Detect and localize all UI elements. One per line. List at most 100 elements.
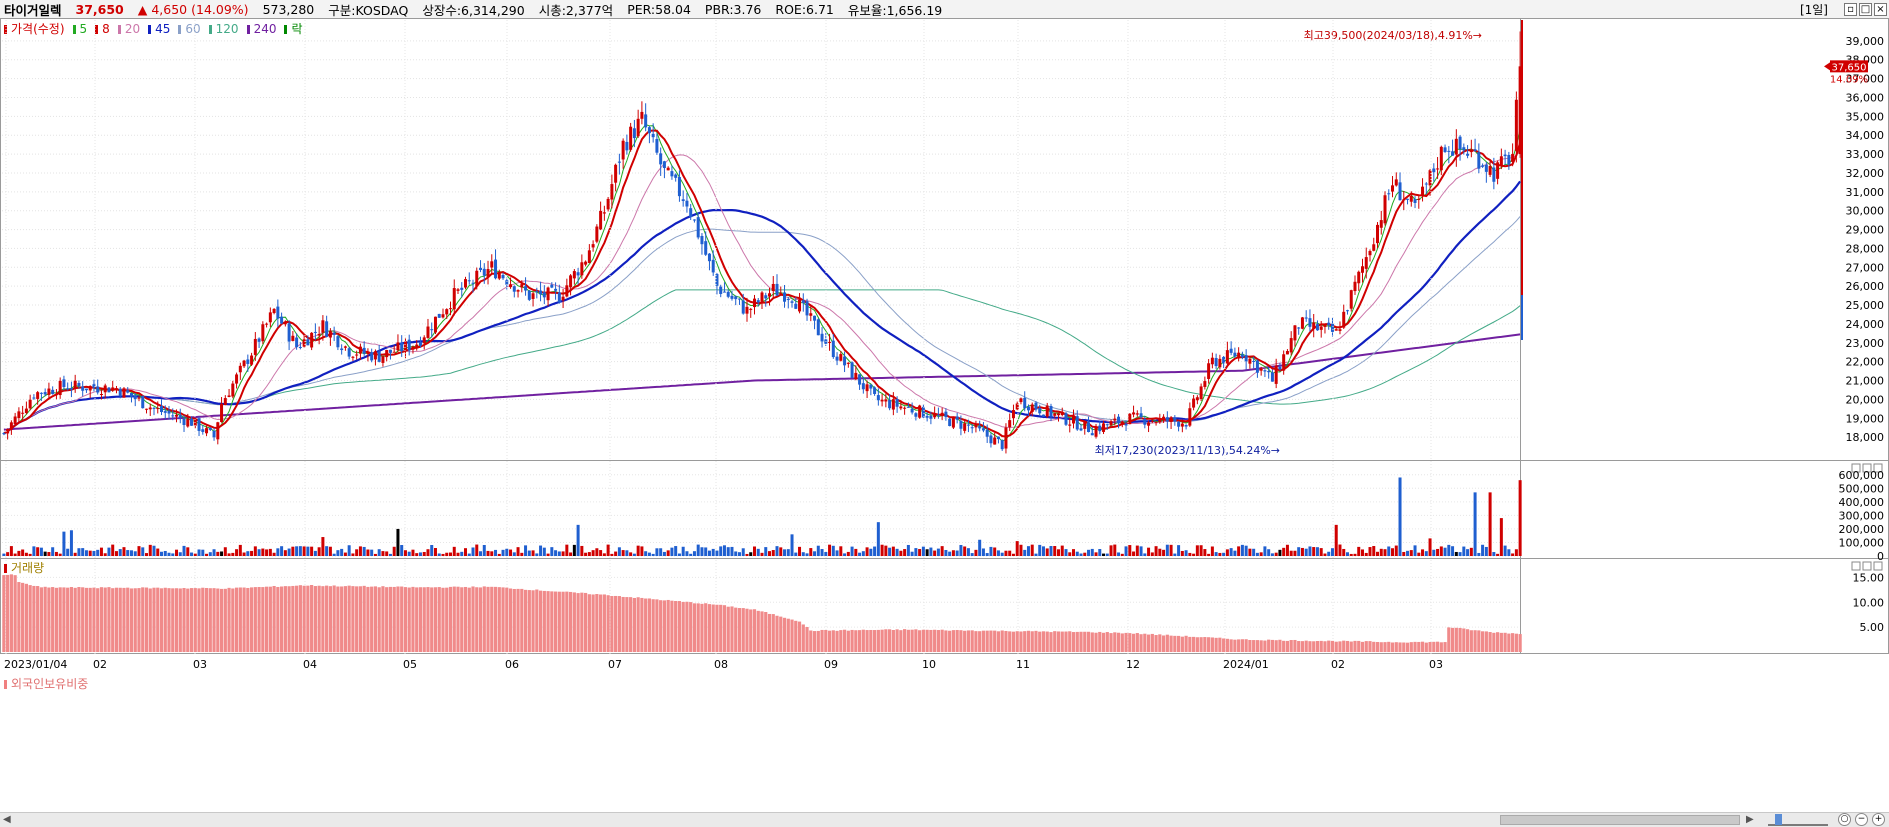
volume-bar	[1207, 553, 1211, 556]
candle-body	[831, 340, 835, 358]
volume-bar	[512, 552, 516, 556]
foreign-bar	[1417, 641, 1421, 652]
foreign-bar	[328, 586, 332, 652]
foreign-bar	[1233, 639, 1237, 652]
legend-label: 60	[185, 22, 201, 36]
volume-bar	[959, 544, 963, 556]
candle-body	[640, 111, 644, 119]
scroll-left-arrow-icon[interactable]: ◀	[3, 814, 11, 825]
candle-body	[711, 259, 715, 273]
candle-body	[17, 411, 21, 419]
candle-body	[1357, 271, 1361, 284]
volume-bar	[1439, 546, 1443, 556]
candle-body	[422, 337, 426, 344]
foreign-bar	[741, 608, 745, 652]
foreign-tick-label: 10.00	[1853, 596, 1885, 609]
zoom-slider-knob[interactable]	[1775, 814, 1782, 825]
volume-bar	[1229, 548, 1233, 556]
volume-bar	[24, 552, 28, 556]
maximize-icon[interactable]: □	[1859, 3, 1872, 16]
foreign-bar	[1511, 633, 1515, 652]
foreign-bar	[219, 588, 224, 652]
legend-item-3[interactable]: 20	[117, 22, 144, 36]
legend-item-4[interactable]: 45	[148, 22, 174, 36]
candle-body	[768, 293, 772, 297]
candle-body	[1323, 324, 1327, 327]
volume-bar	[805, 553, 809, 556]
zoom-out-icon[interactable]: −	[1855, 813, 1868, 826]
foreign-bar	[66, 587, 70, 652]
foreign-bar	[1248, 640, 1252, 652]
legend-item-7[interactable]: 240	[246, 22, 281, 36]
candle-body	[54, 394, 58, 396]
foreign-bar	[553, 591, 558, 652]
volume-bar	[1432, 549, 1436, 556]
foreign-bar	[1259, 640, 1263, 652]
zoom-in-icon[interactable]: +	[1872, 813, 1885, 826]
volume-bar	[111, 544, 115, 556]
volume-bar	[377, 549, 381, 556]
volume-bar	[760, 552, 764, 556]
current-price-pointer-icon	[1824, 62, 1830, 71]
restore-icon[interactable]: ▫	[1844, 3, 1857, 16]
foreign-bar	[1154, 635, 1158, 652]
legend-item-2[interactable]: 8	[95, 22, 114, 36]
x-axis-label: 2023/01/04	[4, 658, 67, 671]
volume-bar	[1345, 552, 1349, 556]
scroll-right-arrow-icon[interactable]: ▶	[1746, 814, 1754, 825]
volume-bar	[1443, 547, 1447, 556]
volume-bar	[1518, 480, 1522, 556]
candle-body	[479, 267, 483, 271]
foreign-bar	[1282, 640, 1286, 652]
zoom-search-icon[interactable]: ○	[1838, 813, 1851, 826]
foreign-bar	[373, 586, 378, 652]
volume-bar	[1203, 549, 1207, 556]
candle-body	[1158, 418, 1162, 423]
foreign-bar	[1338, 641, 1342, 652]
foreign-bar	[978, 631, 982, 652]
volume-bar	[373, 553, 377, 556]
volume-bar	[167, 552, 171, 556]
horizontal-scrollbar-thumb[interactable]	[1500, 815, 1740, 825]
candle-body	[1327, 322, 1331, 326]
candle-body	[205, 428, 209, 434]
candle-body	[869, 384, 873, 389]
volume-bar	[1143, 553, 1147, 556]
candle-body	[235, 374, 239, 384]
candle-body	[84, 388, 88, 391]
volume-bar	[1154, 546, 1158, 556]
foreign-bar	[730, 606, 734, 652]
close-icon[interactable]: ×	[1874, 3, 1887, 16]
candle-body	[433, 316, 437, 333]
foreign-bar	[1060, 631, 1064, 652]
candle-body	[1102, 423, 1106, 432]
candle-body	[287, 323, 291, 342]
volume-bar	[843, 553, 847, 556]
foreign-bar	[1210, 637, 1214, 652]
foreign-bar	[786, 618, 790, 652]
zoom-slider-track[interactable]	[1768, 816, 1828, 826]
x-axis-label: 10	[922, 658, 936, 671]
legend-item-6[interactable]: 120	[208, 22, 243, 36]
candle-body	[662, 161, 666, 169]
candle-body	[704, 241, 708, 255]
foreign-bar	[794, 620, 798, 652]
volume-bar	[584, 552, 588, 556]
foreign-bar	[944, 630, 948, 652]
candle-body	[475, 270, 479, 287]
legend-item-1[interactable]: 5	[72, 22, 92, 36]
period-selector[interactable]: [1일]	[1799, 3, 1828, 17]
candle-body	[610, 184, 614, 200]
legend-item-8[interactable]: 락	[284, 22, 306, 36]
foreign-bar	[231, 588, 235, 652]
volume-bar	[1278, 549, 1282, 556]
candle-body	[1075, 416, 1079, 430]
volume-bar	[452, 546, 456, 556]
foreign-bar	[317, 585, 321, 652]
market-type: 구분:KOSDAQ	[328, 2, 409, 18]
candle-body	[865, 384, 869, 392]
candle-body	[899, 406, 903, 409]
legend-item-5[interactable]: 60	[178, 22, 204, 36]
volume-bar	[343, 552, 347, 556]
